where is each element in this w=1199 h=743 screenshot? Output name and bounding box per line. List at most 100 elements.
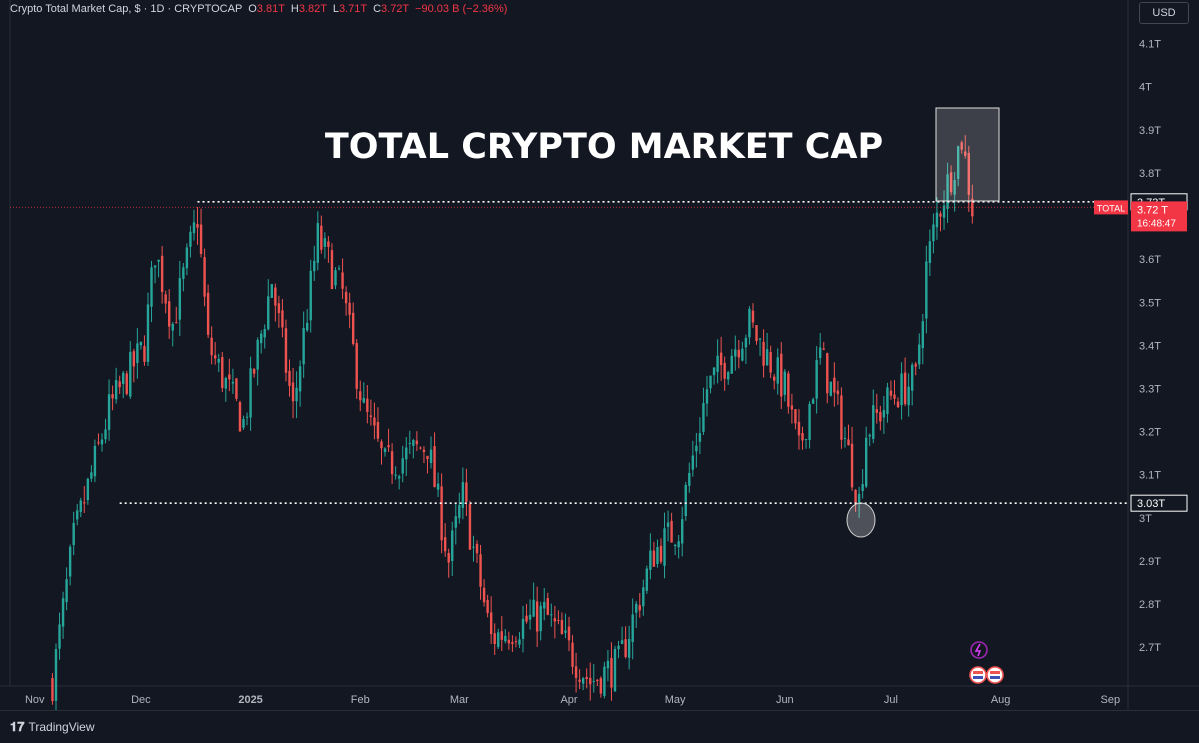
candle-body [447,553,450,563]
candle-body [790,405,794,410]
candle-body [663,528,666,566]
candle-body [192,222,196,234]
candle-body [97,442,100,444]
candle-body [178,278,182,320]
candle-body [373,417,376,426]
candle-body [684,484,687,517]
highlight-rectangle[interactable] [935,107,1000,202]
candle-body [709,375,712,389]
candle-body [889,390,893,396]
candle-body [511,642,514,645]
candle-body [281,310,284,328]
candle-body [518,639,521,645]
candle-body [872,405,875,439]
candle-body [298,366,302,392]
candle-body [854,489,857,505]
candles-group [51,135,974,714]
candle-body [829,381,833,396]
candle-body [203,257,206,297]
candle-body [316,223,320,263]
candle-body [599,678,603,694]
candle-body [879,411,882,422]
tradingview-logo[interactable]: 𝟏𝟕 TradingView [10,719,95,735]
candle-body [581,678,585,684]
candle-body [362,397,365,403]
economic-event-icon[interactable] [986,666,1004,684]
economic-event-icon[interactable] [969,666,987,684]
candle-body [592,680,595,682]
candle-body [302,328,305,365]
candle-body [171,323,174,331]
flag-stripe-icon [973,671,983,674]
candle-body [65,579,68,603]
candle-body [51,678,54,702]
candle-body [507,639,511,644]
candle-body [359,391,362,401]
brand-name: TradingView [28,720,95,734]
candle-body [776,357,779,384]
candle-body [334,270,337,286]
candle-body [751,310,755,323]
candle-body [585,676,588,680]
candle-body [150,267,153,307]
currency-button[interactable]: USD [1139,2,1189,24]
candle-body [168,301,171,327]
candle-body [603,666,606,696]
highlight-ellipse[interactable] [846,502,876,538]
candle-body [843,437,847,439]
y-tick-label: 3.9T [1139,125,1161,137]
candle-body [620,640,624,644]
candle-body [903,372,907,404]
candle-body [390,451,394,475]
y-tick-label: 4T [1139,82,1152,94]
high-value: 3.82T [298,3,327,15]
candle-body [645,568,649,591]
candle-body [882,410,886,418]
lightning-icon[interactable] [970,641,988,659]
candle-body [238,402,242,432]
candle-body [748,308,751,338]
candle-body [482,587,486,603]
candle-body [787,373,790,407]
candle-body [486,599,489,613]
candle-body [465,482,468,502]
candle-body [426,455,429,460]
candle-body [727,372,730,380]
candle-body [468,504,472,550]
low-value: 3.71T [339,3,367,15]
candle-body [252,368,256,374]
candle-body [129,351,132,397]
candle-body [320,225,323,250]
candle-body [493,633,496,644]
change-value: −90.03 B (−2.36%) [415,3,508,15]
candle-body [288,370,291,386]
y-tick-label: 2.7T [1139,642,1161,654]
candle-body [719,352,723,366]
candle-body [93,445,97,477]
candle-body [557,620,560,622]
y-tick-label: 2.9T [1139,556,1161,568]
candle-body [659,545,663,562]
candle-body [500,631,503,640]
candle-body [153,265,157,268]
y-tick-label: 4.1T [1139,39,1161,51]
candle-body [850,443,854,488]
candle-body [263,329,266,338]
candle-body [539,605,542,632]
candle-body [783,371,787,395]
candle-body [422,449,426,452]
candle-body [521,618,525,639]
candle-body [394,474,397,476]
x-tick-label: Dec [131,694,151,706]
candle-body [419,447,422,449]
candle-body [139,341,143,346]
candle-body [415,440,419,445]
candle-body [698,433,702,442]
candle-body [408,443,411,445]
candle-body [397,476,401,479]
candle-body [341,272,344,289]
candle-body [461,482,465,508]
candle-body [182,267,185,279]
candle-body [355,343,358,389]
